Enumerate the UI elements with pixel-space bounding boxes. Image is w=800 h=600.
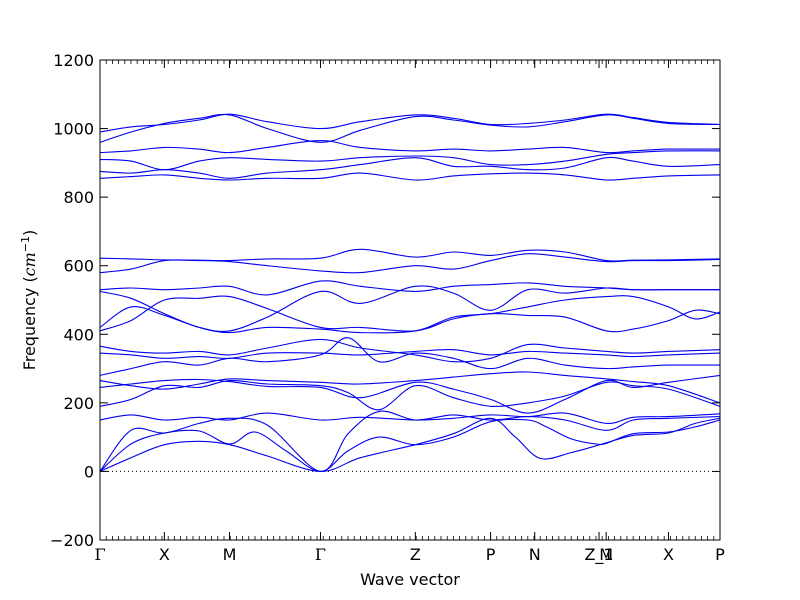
y-axis-title: Frequency (cm−1) [19,230,39,371]
phonon-branch-12 [99,295,721,334]
phonon-branch-17 [99,172,721,181]
phonon-branch-16 [99,248,721,262]
x-tick-label: Z [410,545,421,564]
phonon-branch-1 [99,417,721,472]
phonon-branch-7 [99,371,721,404]
phonon-branch-9 [99,349,721,359]
phonon-branch-5 [99,379,721,411]
phonon-branch-13 [99,285,720,333]
x-tick-label: M [599,545,613,564]
y-tick-label: 600 [63,257,94,276]
x-tick-label: P [715,545,725,564]
phonon-branch-14 [99,280,720,296]
x-tick-label: X [663,545,674,564]
phonon-branch-2 [99,418,721,472]
y-tick-label: 0 [84,462,94,481]
x-tick-label: Γ [315,545,326,564]
plot-frame [99,59,721,541]
phonon-branch-4 [99,412,721,424]
y-tick-label: −200 [50,531,94,550]
phonon-branch-8 [99,337,721,376]
phonon-branch-11 [99,295,721,333]
y-tick-label: 800 [63,188,94,207]
plot-layer [99,113,721,472]
y-tick-label: 1000 [53,120,94,139]
phonon-branch-21 [99,113,721,143]
y-tick-label: 1200 [53,51,94,70]
x-axis-title: Wave vector [360,570,460,589]
phonon-branch-6 [99,374,721,414]
y-tick-label: 200 [63,394,94,413]
y-axis-title-close: ) [20,230,39,236]
y-tick-label: 400 [63,325,94,344]
phonon-branch-3 [99,410,721,472]
phonon-branch-10 [99,338,721,363]
phonon-branch-22 [99,113,721,133]
x-tick-label: Γ [94,545,105,564]
x-tick-label: Z_1 [584,545,613,565]
y-axis-title-sup: −1 [19,236,32,252]
phonon-branch-19 [99,150,721,171]
x-tick-label: M [223,545,237,564]
x-tick-label: X [159,545,170,564]
x-tick-label: N [529,545,541,564]
y-axis-title-unit: cm [20,252,39,276]
phonon-branch-20 [99,140,721,154]
phonon-branch-18 [99,156,721,179]
x-tick-label: P [486,545,496,564]
y-axis-title-main: Frequency ( [20,276,39,370]
